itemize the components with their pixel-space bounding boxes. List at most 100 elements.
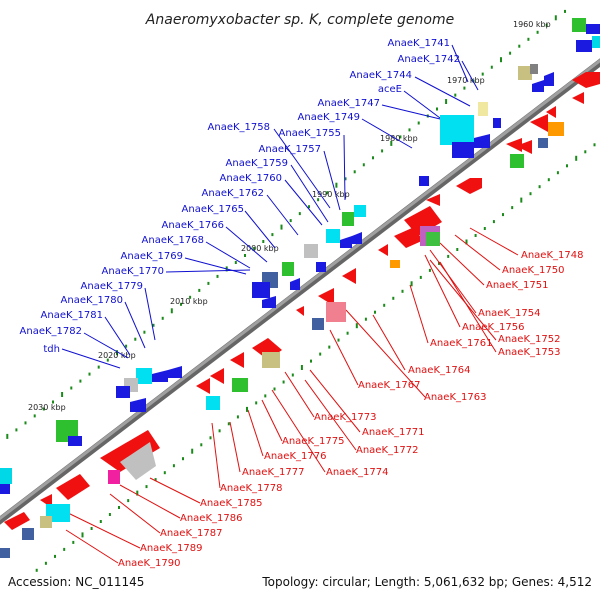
gene-box: [572, 18, 586, 32]
tick-dot: [61, 392, 64, 397]
tick-dot: [575, 155, 578, 161]
tick-dot: [88, 372, 91, 376]
label-anaek-1789: AnaeK_1789: [140, 543, 202, 554]
connector-1773: [284, 371, 315, 418]
connector-1781: [104, 316, 131, 356]
tick-dot: [145, 485, 148, 489]
label-anaek-1774: AnaeK_1774: [326, 467, 388, 478]
gene-box: [252, 282, 270, 298]
gene-box: [232, 378, 248, 392]
gene-box: [530, 64, 538, 74]
tick-dot: [253, 247, 256, 250]
tick-dot: [15, 428, 18, 432]
tick-dot: [490, 65, 493, 69]
tick-dot: [108, 513, 111, 516]
gene-box: [0, 484, 10, 494]
connector-1772: [304, 379, 357, 451]
tick-dot: [346, 331, 349, 335]
label-anaek-1749: AnaeK_1749: [298, 112, 360, 123]
tick-dot: [566, 164, 568, 168]
tick-dot: [428, 268, 431, 272]
label-anaek-1757: AnaeK_1757: [259, 144, 321, 155]
tick-dot: [362, 163, 365, 167]
kbp-tick-1960: 1960 kbp: [513, 20, 551, 29]
inner-tick-track: [35, 143, 596, 572]
tick-dot: [99, 520, 102, 523]
label-anaek-1779: AnaeK_1779: [81, 281, 143, 292]
tick-dot: [536, 30, 539, 34]
connector-1750: [454, 234, 501, 271]
label-anaek-1781: AnaeK_1781: [41, 310, 103, 321]
genome-backbone: [0, 58, 600, 525]
tick-dot: [300, 365, 303, 370]
label-anaek-1782: AnaeK_1782: [20, 326, 82, 337]
tick-dot: [372, 156, 374, 160]
tick-dot: [191, 448, 194, 454]
connector-tdh: [61, 348, 121, 369]
connector-1766: [225, 226, 268, 263]
gene-arrow: [352, 232, 362, 244]
gene-box: [262, 352, 280, 368]
connector-1778: [211, 422, 221, 489]
tick-dot: [246, 406, 248, 412]
gene-arrow: [342, 268, 356, 284]
tick-dot: [125, 344, 128, 348]
tick-dot: [554, 15, 557, 21]
tick-dot: [529, 192, 532, 196]
map-title: Anaeromyxobacter sp. K, complete genome: [145, 12, 454, 28]
label-anaek-1761: AnaeK_1761: [430, 338, 492, 349]
tick-dot: [189, 295, 192, 299]
connector-1749: [361, 118, 413, 149]
connector-1771: [309, 369, 361, 433]
tick-dot: [273, 387, 276, 391]
gene-box: [68, 436, 82, 446]
gene-arrow: [426, 194, 440, 206]
gene-arrow: [230, 352, 244, 368]
tick-dot: [355, 323, 358, 329]
kbp-tick-1990: 1990 kbp: [312, 190, 350, 199]
tick-dot: [454, 93, 457, 97]
connector-acee: [403, 90, 441, 119]
connector-1770: [165, 269, 251, 273]
connector-1759: [290, 164, 329, 223]
label-anaek-1755: AnaeK_1755: [279, 128, 341, 139]
tick-dot: [24, 421, 27, 425]
gene-box: [316, 262, 326, 272]
gene-box: [538, 138, 548, 148]
tick-dot: [326, 191, 329, 195]
gene-box: [312, 318, 324, 330]
gene-box: [342, 212, 354, 226]
label-anaek-1751: AnaeK_1751: [486, 280, 548, 291]
label-anaek-1765: AnaeK_1765: [182, 204, 244, 215]
gene-arrow: [572, 92, 584, 104]
kbp-tick-2030: 2030 kbp: [28, 403, 66, 412]
label-anaek-1768: AnaeK_1768: [142, 235, 204, 246]
tick-dot: [328, 345, 331, 349]
label-anaek-1763: AnaeK_1763: [424, 392, 486, 403]
tick-dot: [417, 121, 420, 125]
tick-dot: [527, 37, 530, 41]
connector-1761: [409, 284, 429, 344]
tick-dot: [319, 352, 322, 356]
accession-text: Accession: NC_011145: [8, 575, 144, 589]
gene-box: [518, 66, 532, 80]
gene-box: [120, 442, 156, 480]
connector-1775: [261, 399, 283, 442]
tick-dot: [97, 365, 100, 369]
tick-dot: [35, 568, 38, 572]
gene-arrow: [404, 206, 442, 236]
label-anaek-1754: AnaeK_1754: [478, 308, 540, 319]
gene-box: [326, 229, 340, 243]
tick-dot: [116, 350, 118, 356]
connector-1780: [124, 301, 146, 349]
label-anaek-1773: AnaeK_1773: [314, 412, 376, 423]
label-anaek-1764: AnaeK_1764: [408, 365, 470, 376]
label-anaek-1770: AnaeK_1770: [102, 266, 164, 277]
connector-1756: [424, 254, 461, 328]
tick-dot: [244, 254, 246, 257]
tick-dot: [6, 433, 9, 439]
tick-dot: [106, 358, 109, 362]
gene-box: [22, 528, 34, 540]
tick-dot: [127, 499, 130, 503]
